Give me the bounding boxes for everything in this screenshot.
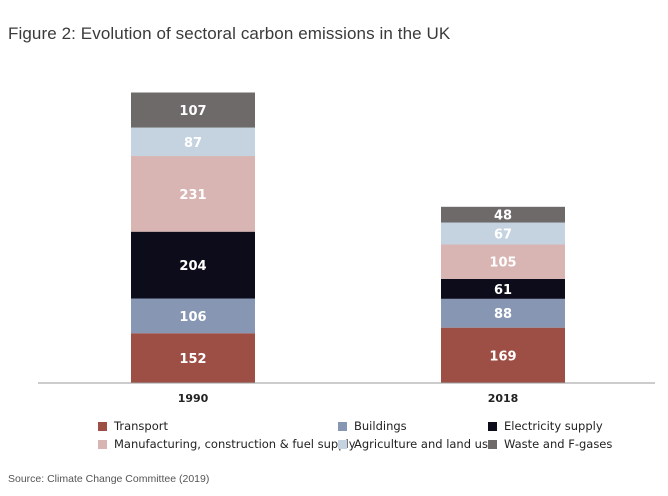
bar-segment-1990-transport [131, 333, 255, 383]
bar-segment-1990-manufacturing-construction-fuel-supply [131, 156, 255, 232]
legend-item: Electricity supply [488, 419, 603, 433]
legend-swatch [488, 439, 497, 449]
data-label-1990-4: 87 [184, 136, 202, 151]
legend-swatch [488, 421, 497, 431]
legend-label: Waste and F-gases [504, 437, 613, 451]
bar-segment-1990-buildings [131, 298, 255, 334]
bar-segment-1990-waste-and-f-gases [131, 92, 255, 128]
x-tick-labels: 1990 2018 [178, 392, 519, 405]
bar-segment-2018-waste-and-f-gases [441, 206, 565, 223]
bar-segment-2018-agriculture-and-land-use [441, 222, 565, 245]
data-label-1990-1: 106 [179, 310, 206, 325]
legend-swatch [338, 439, 347, 449]
data-label-2018-3: 105 [489, 256, 516, 271]
legend-item: Agriculture and land use [338, 437, 495, 451]
source-note: Source: Climate Change Committee (2019) [8, 473, 210, 485]
legend-label: Transport [114, 419, 168, 433]
legend-swatch [98, 421, 107, 431]
data-label-2018-5: 48 [494, 209, 512, 224]
data-label-2018-4: 67 [494, 227, 512, 242]
legend-swatch [338, 421, 347, 431]
data-label-2018-1: 88 [494, 307, 512, 322]
legend-label: Electricity supply [504, 419, 603, 433]
bar-segment-1990-electricity-supply [131, 231, 255, 299]
chart-title: Figure 2: Evolution of sectoral carbon e… [8, 24, 451, 43]
bar-segment-2018-manufacturing-construction-fuel-supply [441, 244, 565, 279]
data-label-1990-5: 107 [179, 104, 206, 119]
legend-swatch [98, 439, 107, 449]
data-label-1990-2: 204 [179, 259, 206, 274]
legend-item: Manufacturing, construction & fuel suppl… [98, 437, 356, 451]
bar-segment-2018-transport [441, 327, 565, 383]
legend-item: Transport [98, 419, 168, 433]
legend-label: Agriculture and land use [354, 437, 496, 451]
bar-segment-2018-electricity-supply [441, 278, 565, 299]
x-tick-label-1990: 1990 [178, 392, 209, 405]
data-label-2018-2: 61 [494, 283, 512, 298]
data-label-1990-0: 152 [179, 352, 206, 367]
legend-label: Manufacturing, construction & fuel suppl… [114, 437, 356, 451]
data-label-1990-3: 231 [179, 188, 206, 203]
stacked-bar-chart: 152 106 204 231 87 107 169 88 61 105 67 48 1990 2018 [38, 92, 655, 405]
bar-segment-1990-agriculture-and-land-use [131, 127, 255, 157]
bars-group: 152 106 204 231 87 107 169 88 61 105 67 48 [131, 92, 565, 383]
x-tick-label-2018: 2018 [488, 392, 519, 405]
legend-label: Buildings [354, 419, 407, 433]
data-label-2018-0: 169 [489, 349, 516, 364]
bar-segment-2018-buildings [441, 298, 565, 328]
legend-item: Waste and F-gases [488, 437, 612, 451]
legend-item: Buildings [338, 419, 407, 433]
